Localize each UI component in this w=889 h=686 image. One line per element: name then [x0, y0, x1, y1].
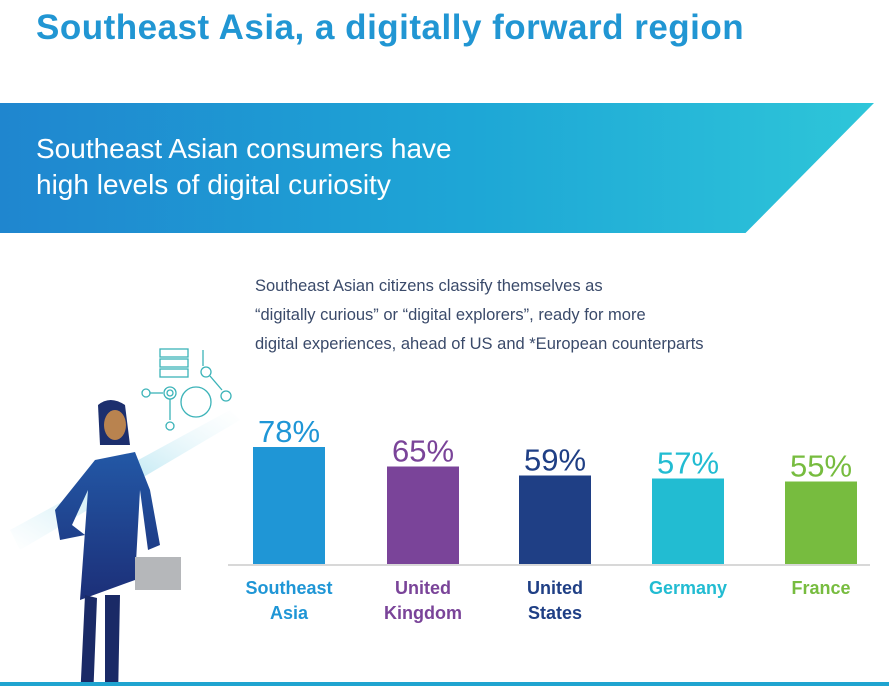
bar-value-label: 65%: [392, 434, 454, 469]
bar-2: [519, 475, 591, 564]
bar-value-label: 57%: [657, 446, 719, 481]
woman: [55, 400, 181, 686]
page-title: Southeast Asia, a digitally forward regi…: [36, 8, 745, 47]
category-label: United: [395, 578, 451, 598]
description-line-3: digital experiences, ahead of US and *Eu…: [255, 335, 704, 353]
bar-value-label: 78%: [258, 414, 320, 449]
banner-line-1: Southeast Asian consumers have: [36, 133, 452, 164]
category-label: France: [791, 578, 850, 598]
category-label: Southeast: [245, 578, 332, 598]
tech-icons: [141, 348, 232, 431]
banner-heading: Southeast Asian consumers have high leve…: [36, 131, 452, 203]
category-label: United: [527, 578, 583, 598]
description: Southeast Asian citizens classify themse…: [255, 272, 704, 359]
description-line-2: “digitally curious” or “digital explorer…: [255, 306, 646, 324]
category-label: Asia: [270, 603, 309, 623]
bottom-rule: [0, 682, 889, 686]
banner: [0, 103, 874, 233]
bar-value-label: 55%: [790, 449, 852, 484]
tablet: [135, 557, 181, 590]
woman-illustration: [10, 348, 240, 686]
category-label: Kingdom: [384, 603, 462, 623]
bar-0: [253, 447, 325, 564]
category-label: States: [528, 603, 582, 623]
banner-line-2: high levels of digital curiosity: [36, 169, 391, 200]
description-line-1: Southeast Asian citizens classify themse…: [255, 277, 603, 295]
bar-4: [785, 481, 857, 564]
category-label: Germany: [649, 578, 727, 598]
bar-3: [652, 478, 724, 564]
bar-value-label: 59%: [524, 443, 586, 478]
bar-1: [387, 466, 459, 564]
